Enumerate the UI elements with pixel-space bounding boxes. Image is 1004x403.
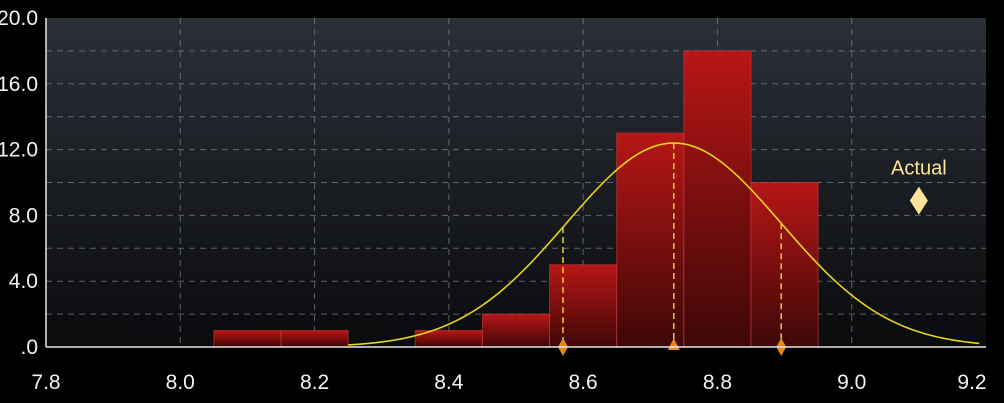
x-tick-label: 8.2 — [300, 371, 329, 394]
histogram-bar — [549, 264, 618, 348]
histogram-bar — [481, 313, 551, 348]
histogram-bar — [683, 50, 752, 348]
y-tick-label: 4.0 — [9, 270, 38, 293]
histogram-bars — [213, 50, 819, 348]
y-tick-label: 8.0 — [9, 204, 38, 227]
histogram-bar — [616, 132, 685, 348]
y-tick-label: 16.0 — [0, 73, 38, 96]
plot-area — [46, 18, 986, 347]
normal-curve — [348, 142, 980, 346]
x-tick-label: 8.4 — [434, 371, 464, 394]
x-tick-label: 8.0 — [166, 371, 195, 394]
x-tick-label: 7.8 — [31, 371, 60, 394]
histogram-bar — [213, 330, 282, 348]
grid-lines — [46, 18, 986, 347]
x-tick-label: 8.8 — [703, 371, 732, 394]
actual-annotation: Actual — [891, 158, 947, 215]
histogram-bar — [280, 330, 349, 348]
x-tick-label: 8.6 — [569, 371, 598, 394]
normal-curve-group — [348, 142, 980, 346]
x-tick-label: 9.2 — [957, 371, 986, 394]
y-tick-label: 12.0 — [0, 139, 38, 162]
actual-label: Actual — [891, 158, 947, 180]
x-tick-label: 9.0 — [837, 371, 866, 394]
tick-labels: 7.8 8.0 8.2 8.4 8.6 8.8 9.0 9.2 .0 4.0 8.0 12.0 16.0… — [0, 7, 987, 394]
histogram-bar — [750, 182, 819, 348]
y-tick-label: .0 — [20, 336, 38, 359]
axes — [45, 18, 986, 348]
y-tick-label: 20.0 — [0, 7, 38, 30]
actual-diamond-marker — [909, 186, 928, 215]
